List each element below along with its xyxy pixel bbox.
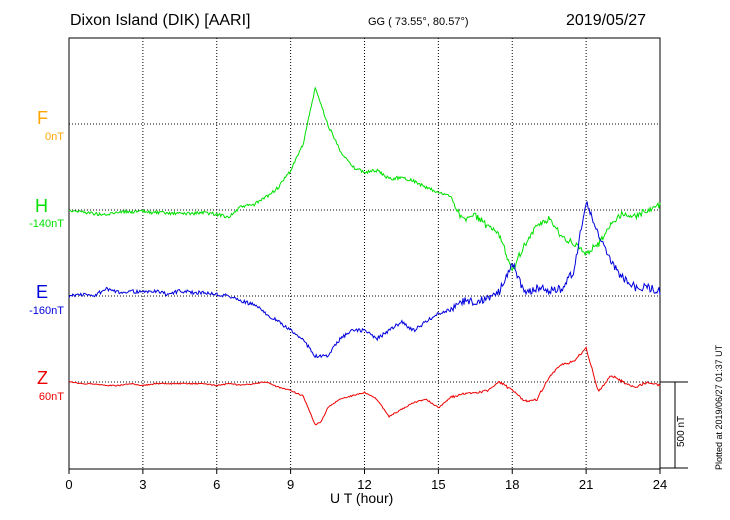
x-tick-label: 3: [139, 477, 146, 492]
plotted-timestamp: Plotted at 2019/06/27 01:37 UT: [714, 344, 724, 470]
trace-h: [68, 86, 661, 272]
channel-f-label: F: [37, 108, 48, 128]
traces: [68, 86, 661, 426]
channel-e-offset: -160nT: [29, 305, 64, 317]
channel-z-offset: 60nT: [38, 391, 64, 403]
x-axis-label: U T (hour): [330, 490, 394, 506]
channel-e-label: E: [35, 282, 48, 302]
x-tick-label: 9: [287, 477, 294, 492]
x-tick-label: 21: [579, 477, 593, 492]
trace-e: [68, 201, 661, 359]
record-date: 2019/05/27: [566, 12, 647, 29]
geographic-coordinates: GG ( 73.55°, 80.57°): [368, 16, 469, 28]
x-tick-label: 15: [431, 477, 445, 492]
channel-h-label: H: [35, 196, 48, 216]
trace-z: [68, 346, 661, 426]
x-tick-label: 12: [357, 477, 371, 492]
x-tick-label: 24: [653, 477, 667, 492]
x-axis-ticks: 0 3 6 9 12 15 18 21 24: [65, 469, 667, 492]
scale-bar: [660, 381, 688, 469]
x-tick-label: 18: [505, 477, 519, 492]
channel-z-label: Z: [37, 368, 48, 388]
channel-h-offset: -140nT: [29, 218, 64, 230]
scale-bar-label: 500 nT: [676, 415, 687, 447]
x-tick-label: 0: [65, 477, 72, 492]
x-tick-label: 6: [213, 477, 220, 492]
station-title: Dixon Island (DIK) [AARI]: [70, 12, 251, 29]
channel-f-offset: 0nT: [45, 131, 64, 143]
grid-lines: [69, 38, 660, 469]
